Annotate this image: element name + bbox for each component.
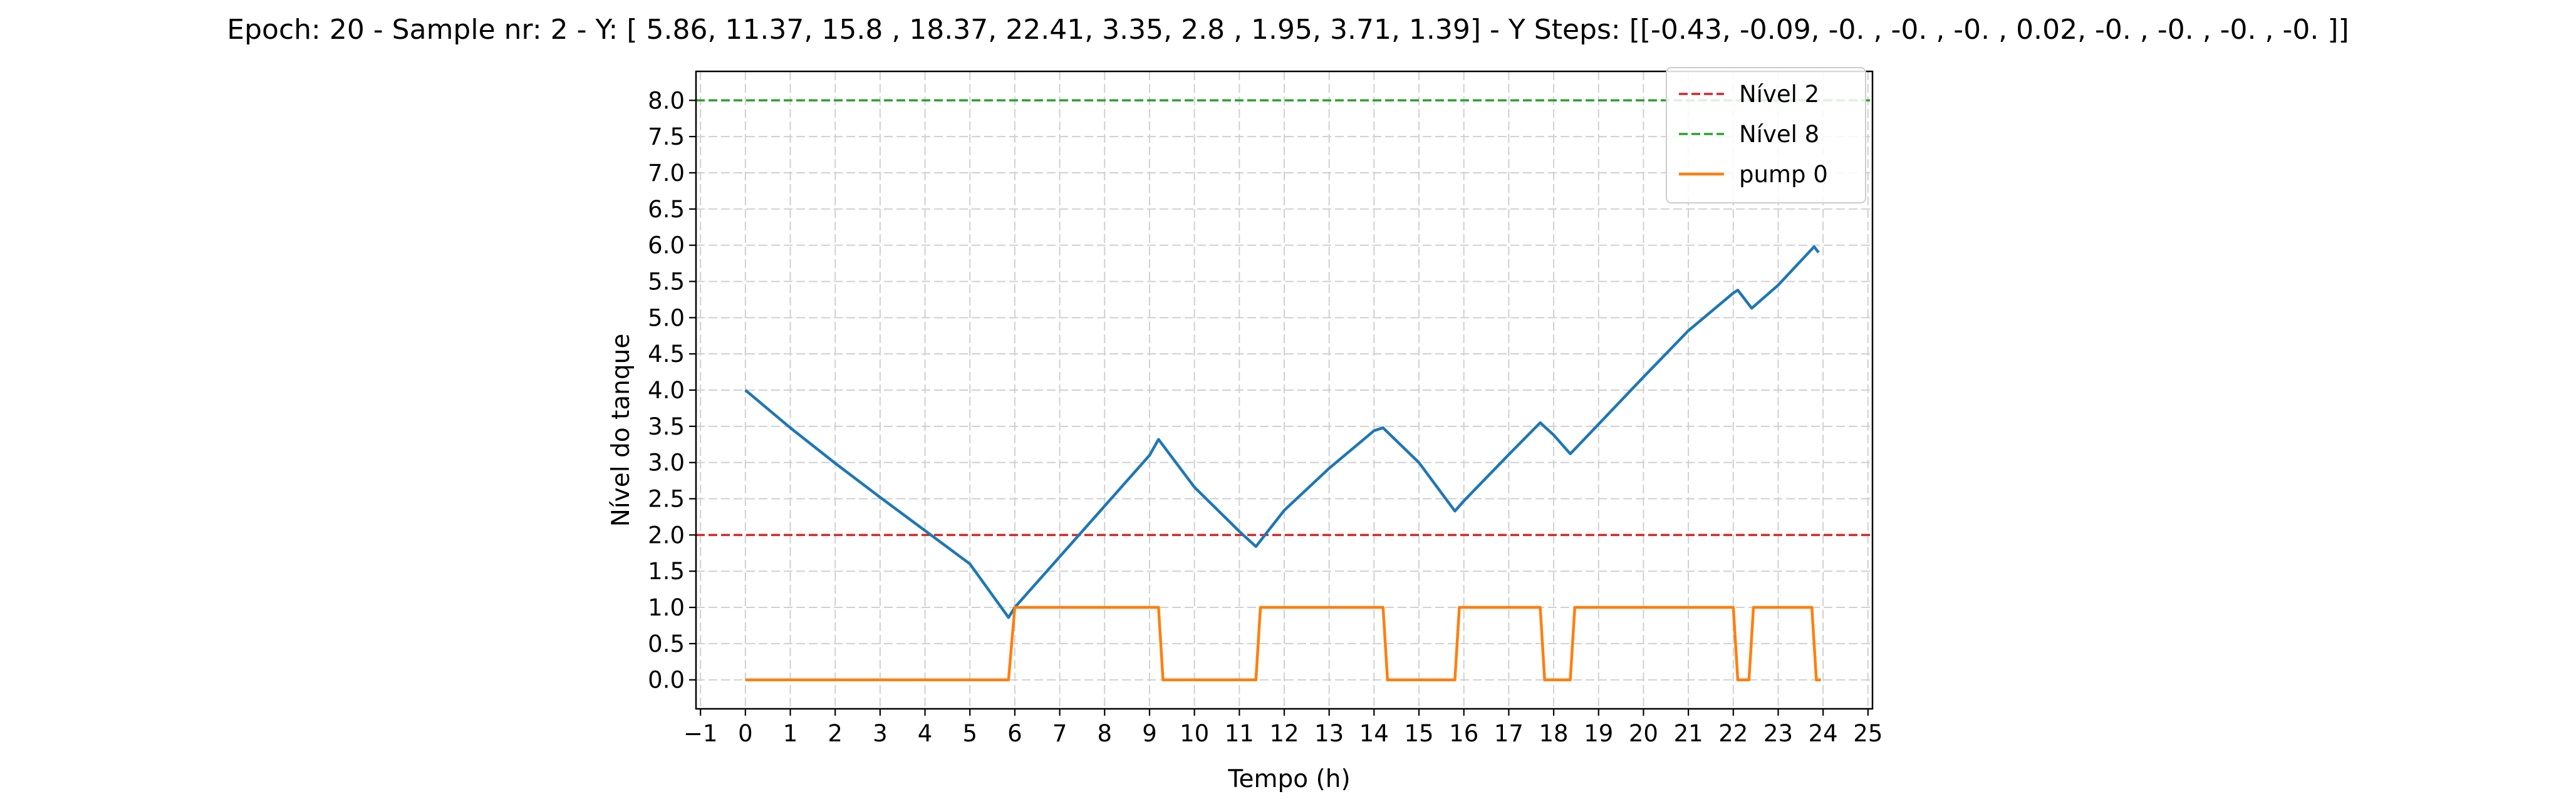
y-tick-label: 4.0 bbox=[648, 377, 685, 404]
y-tick-label: 3.5 bbox=[648, 413, 685, 440]
y-tick-label: 0.5 bbox=[648, 631, 685, 657]
x-tick-label: 12 bbox=[1269, 720, 1299, 747]
x-tick-label: 11 bbox=[1225, 720, 1254, 747]
legend-label: Nível 2 bbox=[1739, 81, 1819, 108]
x-tick-label: 14 bbox=[1359, 720, 1389, 747]
legend-box bbox=[1666, 67, 1866, 204]
y-tick-label: 6.0 bbox=[648, 232, 685, 259]
legend-label: pump 0 bbox=[1739, 161, 1828, 188]
y-tick-label: 1.5 bbox=[648, 558, 685, 585]
y-tick-label: 6.5 bbox=[648, 196, 685, 223]
x-tick-label: 23 bbox=[1763, 720, 1793, 747]
x-tick-label: 20 bbox=[1629, 720, 1658, 747]
chart-title: Epoch: 20 - Sample nr: 2 - Y: [ 5.86, 11… bbox=[227, 14, 2349, 46]
x-tick-label: 17 bbox=[1494, 720, 1524, 747]
x-tick-label: 8 bbox=[1098, 720, 1113, 747]
x-tick-label: 2 bbox=[828, 720, 843, 747]
x-tick-label: 22 bbox=[1718, 720, 1748, 747]
x-tick-label: 6 bbox=[1007, 720, 1022, 747]
y-ticks: 0.0 0.5 1.0 1.5 2.0 2.5 3.0 3.5 4.0 4.5 5.0 5.5 6.0 6… bbox=[648, 87, 696, 694]
y-tick-label: 5.5 bbox=[648, 268, 685, 295]
y-tick-label: 5.0 bbox=[648, 304, 685, 331]
y-tick-label: 2.0 bbox=[648, 522, 685, 549]
y-tick-label: 8.0 bbox=[648, 87, 685, 114]
x-tick-label: 18 bbox=[1539, 720, 1569, 747]
x-tick-label: −1 bbox=[683, 720, 718, 747]
x-tick-label: 15 bbox=[1404, 720, 1433, 747]
x-tick-label: 21 bbox=[1674, 720, 1703, 747]
series-line-2 bbox=[745, 605, 1821, 681]
x-tick-label: 4 bbox=[918, 720, 933, 747]
y-tick-label: 0.0 bbox=[648, 667, 685, 694]
x-ticks: −1 0 1 2 3 4 5 6 7 8 9 10 11 12 13 14 15 16 17 18 19 20 21 22 23… bbox=[683, 709, 1883, 747]
y-tick-label: 1.0 bbox=[648, 594, 685, 621]
x-tick-label: 3 bbox=[873, 720, 888, 747]
y-tick-label: 7.5 bbox=[648, 123, 685, 150]
series-line-1 bbox=[744, 245, 1820, 619]
y-tick-label: 4.5 bbox=[648, 341, 685, 368]
x-tick-label: 19 bbox=[1584, 720, 1613, 747]
x-tick-label: 13 bbox=[1314, 720, 1344, 747]
x-tick-label: 10 bbox=[1180, 720, 1209, 747]
y-tick-label: 3.0 bbox=[648, 450, 685, 477]
x-tick-label: 9 bbox=[1142, 720, 1157, 747]
x-tick-label: 25 bbox=[1853, 720, 1883, 747]
x-axis-label: Tempo (h) bbox=[1227, 765, 1350, 793]
x-tick-label: 0 bbox=[738, 720, 753, 747]
legend-label: Nível 8 bbox=[1739, 121, 1819, 148]
x-tick-label: 16 bbox=[1449, 720, 1478, 747]
y-tick-label: 2.5 bbox=[648, 486, 685, 513]
series-layer bbox=[744, 245, 1821, 681]
x-tick-label: 24 bbox=[1809, 720, 1838, 747]
legend: Nível 2 Nível 8 pump 0 bbox=[1666, 67, 1866, 204]
y-axis-label: Nível do tanque bbox=[607, 334, 635, 527]
y-tick-label: 7.0 bbox=[648, 160, 685, 187]
x-tick-label: 5 bbox=[962, 720, 977, 747]
x-tick-label: 7 bbox=[1052, 720, 1067, 747]
x-tick-label: 1 bbox=[783, 720, 798, 747]
